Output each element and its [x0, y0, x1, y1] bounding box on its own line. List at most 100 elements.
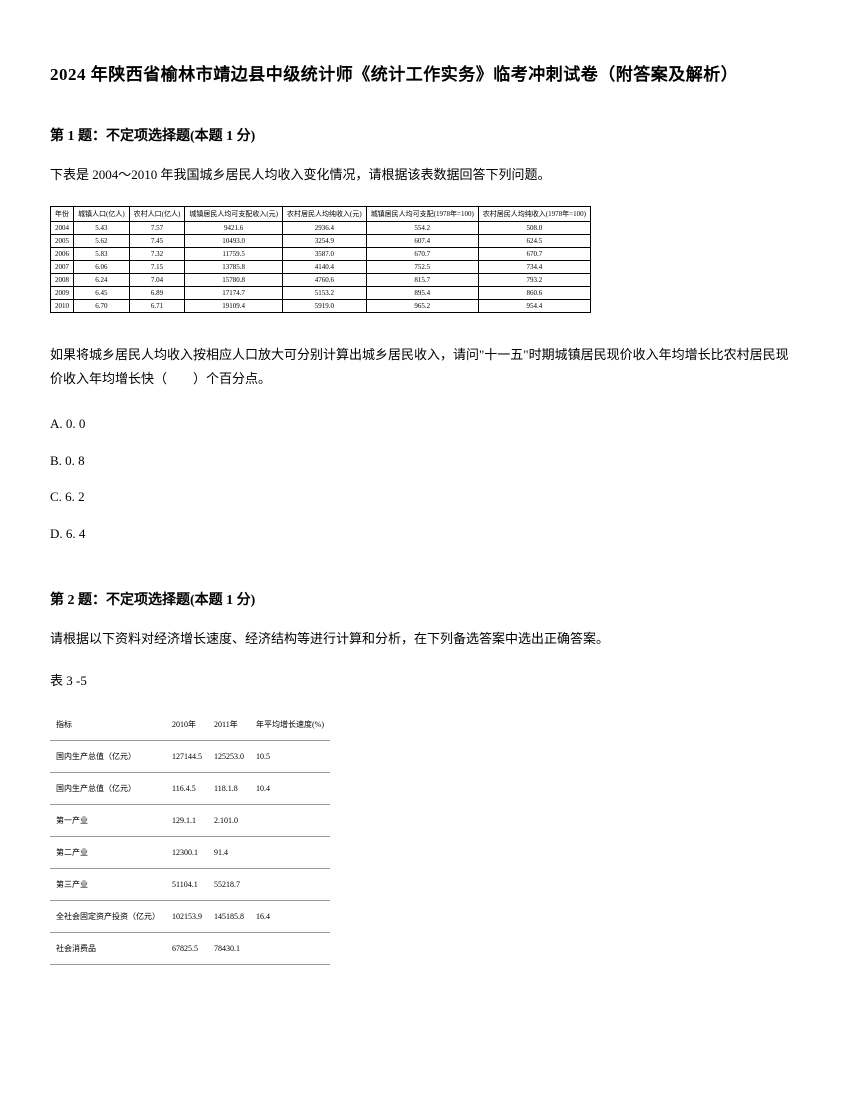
table-cell: 2936.4 [283, 222, 367, 235]
table-cell: 7.04 [129, 274, 185, 287]
table-cell: 3587.0 [283, 248, 367, 261]
table-cell: 社会消费品 [50, 932, 166, 964]
table-cell: 102153.9 [166, 900, 208, 932]
table-cell: 129.1.1 [166, 804, 208, 836]
table-cell: 7.32 [129, 248, 185, 261]
table-cell: 4760.6 [283, 274, 367, 287]
table-cell: 67825.5 [166, 932, 208, 964]
table-cell: 734.4 [478, 261, 590, 274]
table-cell: 10.4 [250, 772, 330, 804]
table-cell [250, 868, 330, 900]
table-header: 农村居民人均纯收入(元) [283, 207, 367, 222]
table-header: 农村人口(亿人) [129, 207, 185, 222]
table-cell [250, 932, 330, 964]
table-header: 城镇人口(亿人) [74, 207, 130, 222]
table-cell: 3254.9 [283, 235, 367, 248]
document-title: 2024 年陕西省榆林市靖边县中级统计师《统计工作实务》临考冲刺试卷（附答案及解… [50, 60, 800, 85]
table-header: 年份 [51, 207, 74, 222]
table-cell: 954.4 [478, 300, 590, 313]
table-cell: 670.7 [478, 248, 590, 261]
table-cell: 2010年 [166, 709, 208, 741]
table-cell: 145185.8 [208, 900, 250, 932]
table-cell: 10493.0 [185, 235, 283, 248]
table-cell: 第二产业 [50, 836, 166, 868]
table-cell: 965.2 [366, 300, 478, 313]
q1-header: 第 1 题：不定项选择题(本题 1 分) [50, 125, 800, 145]
table-cell: 12300.1 [166, 836, 208, 868]
table-header: 城镇居民人均可支配(1978年=100) [366, 207, 478, 222]
q2-intro: 请根据以下资料对经济增长速度、经济结构等进行计算和分析，在下列备选答案中选出正确… [50, 627, 800, 650]
table-cell: 895.4 [366, 287, 478, 300]
option-a: A. 0. 0 [50, 410, 800, 439]
table-cell: 15780.8 [185, 274, 283, 287]
table-cell: 全社会固定资产投资（亿元） [50, 900, 166, 932]
option-c: C. 6. 2 [50, 483, 800, 512]
table-cell: 624.5 [478, 235, 590, 248]
table-cell: 2011年 [208, 709, 250, 741]
table-cell: 9421.6 [185, 222, 283, 235]
table-cell: 6.24 [74, 274, 130, 287]
table-cell: 670.7 [366, 248, 478, 261]
table-cell: 5.83 [74, 248, 130, 261]
table-cell: 第三产业 [50, 868, 166, 900]
table-cell: 793.2 [478, 274, 590, 287]
table-cell: 2010 [51, 300, 74, 313]
table-cell: 125253.0 [208, 740, 250, 772]
table-cell: 5.43 [74, 222, 130, 235]
table-cell: 5.62 [74, 235, 130, 248]
table-cell: 2.101.0 [208, 804, 250, 836]
table-cell: 国内生产总值（亿元） [50, 740, 166, 772]
table-cell [250, 836, 330, 868]
table-cell: 第一产业 [50, 804, 166, 836]
table-cell: 2005 [51, 235, 74, 248]
table-cell: 51104.1 [166, 868, 208, 900]
table-cell: 5919.0 [283, 300, 367, 313]
table-cell [250, 804, 330, 836]
table-header: 农村居民人均纯收入(1978年=100) [478, 207, 590, 222]
table-cell: 7.57 [129, 222, 185, 235]
table-cell: 6.70 [74, 300, 130, 313]
q1-data-table: 年份 城镇人口(亿人) 农村人口(亿人) 城镇居民人均可支配收入(元) 农村居民… [50, 206, 591, 313]
table-cell: 55218.7 [208, 868, 250, 900]
table-cell: 118.1.8 [208, 772, 250, 804]
table-cell: 508.0 [478, 222, 590, 235]
table-cell: 16.4 [250, 900, 330, 932]
table-cell: 6.71 [129, 300, 185, 313]
table-cell: 815.7 [366, 274, 478, 287]
table-cell: 17174.7 [185, 287, 283, 300]
q1-intro: 下表是 2004～2010 年我国城乡居民人均收入变化情况，请根据该表数据回答下… [50, 163, 800, 186]
table-cell: 607.4 [366, 235, 478, 248]
table-cell: 11759.5 [185, 248, 283, 261]
table-cell: 2006 [51, 248, 74, 261]
table-cell: 5153.2 [283, 287, 367, 300]
table-cell: 4140.4 [283, 261, 367, 274]
table-cell: 国内生产总值（亿元） [50, 772, 166, 804]
table-cell: 116.4.5 [166, 772, 208, 804]
q1-followup: 如果将城乡居民人均收入按相应人口放大可分别计算出城乡居民收入，请问"十一五"时期… [50, 343, 800, 390]
table-cell: 78430.1 [208, 932, 250, 964]
option-b: B. 0. 8 [50, 447, 800, 476]
table-cell: 7.15 [129, 261, 185, 274]
q2-header: 第 2 题：不定项选择题(本题 1 分) [50, 589, 800, 609]
table-cell: 554.2 [366, 222, 478, 235]
q2-table-note: 表 3 -5 [50, 670, 800, 689]
table-cell: 2009 [51, 287, 74, 300]
table-cell: 19109.4 [185, 300, 283, 313]
table-cell: 91.4 [208, 836, 250, 868]
table-cell: 年平均增长速度(%) [250, 709, 330, 741]
table-cell: 752.5 [366, 261, 478, 274]
q2-data-table: 指标 2010年 2011年 年平均增长速度(%) 国内生产总值（亿元） 127… [50, 709, 330, 965]
table-cell: 6.45 [74, 287, 130, 300]
table-cell: 6.06 [74, 261, 130, 274]
table-cell: 2007 [51, 261, 74, 274]
table-cell: 13785.8 [185, 261, 283, 274]
table-cell: 2004 [51, 222, 74, 235]
table-cell: 127144.5 [166, 740, 208, 772]
table-header: 城镇居民人均可支配收入(元) [185, 207, 283, 222]
table-cell: 860.6 [478, 287, 590, 300]
table-cell: 指标 [50, 709, 166, 741]
table-cell: 7.45 [129, 235, 185, 248]
table-cell: 6.89 [129, 287, 185, 300]
table-cell: 10.5 [250, 740, 330, 772]
table-cell: 2008 [51, 274, 74, 287]
